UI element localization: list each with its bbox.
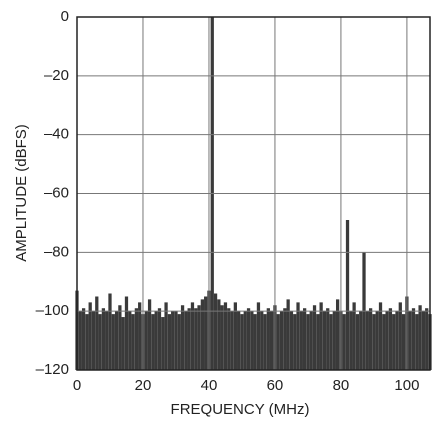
y-tick-label: –60 <box>44 184 69 201</box>
y-tick-label: –40 <box>44 126 69 143</box>
y-tick-label: 0 <box>61 8 69 25</box>
y-tick-label: –100 <box>36 302 69 319</box>
x-tick-label: 0 <box>73 377 81 394</box>
x-axis-label: FREQUENCY (MHz) <box>171 401 310 418</box>
y-axis-label: AMPLITUDE (dBFS) <box>13 124 30 262</box>
x-tick-label: 40 <box>201 377 218 394</box>
x-tick-label: 20 <box>135 377 152 394</box>
plot-frame <box>76 16 431 371</box>
y-tick-label: –120 <box>36 361 69 378</box>
x-tick-label: 60 <box>267 377 284 394</box>
x-tick-label: 100 <box>394 377 419 394</box>
x-tick-label: 80 <box>333 377 350 394</box>
y-tick-label: –20 <box>44 67 69 84</box>
y-tick-label: –80 <box>44 243 69 260</box>
